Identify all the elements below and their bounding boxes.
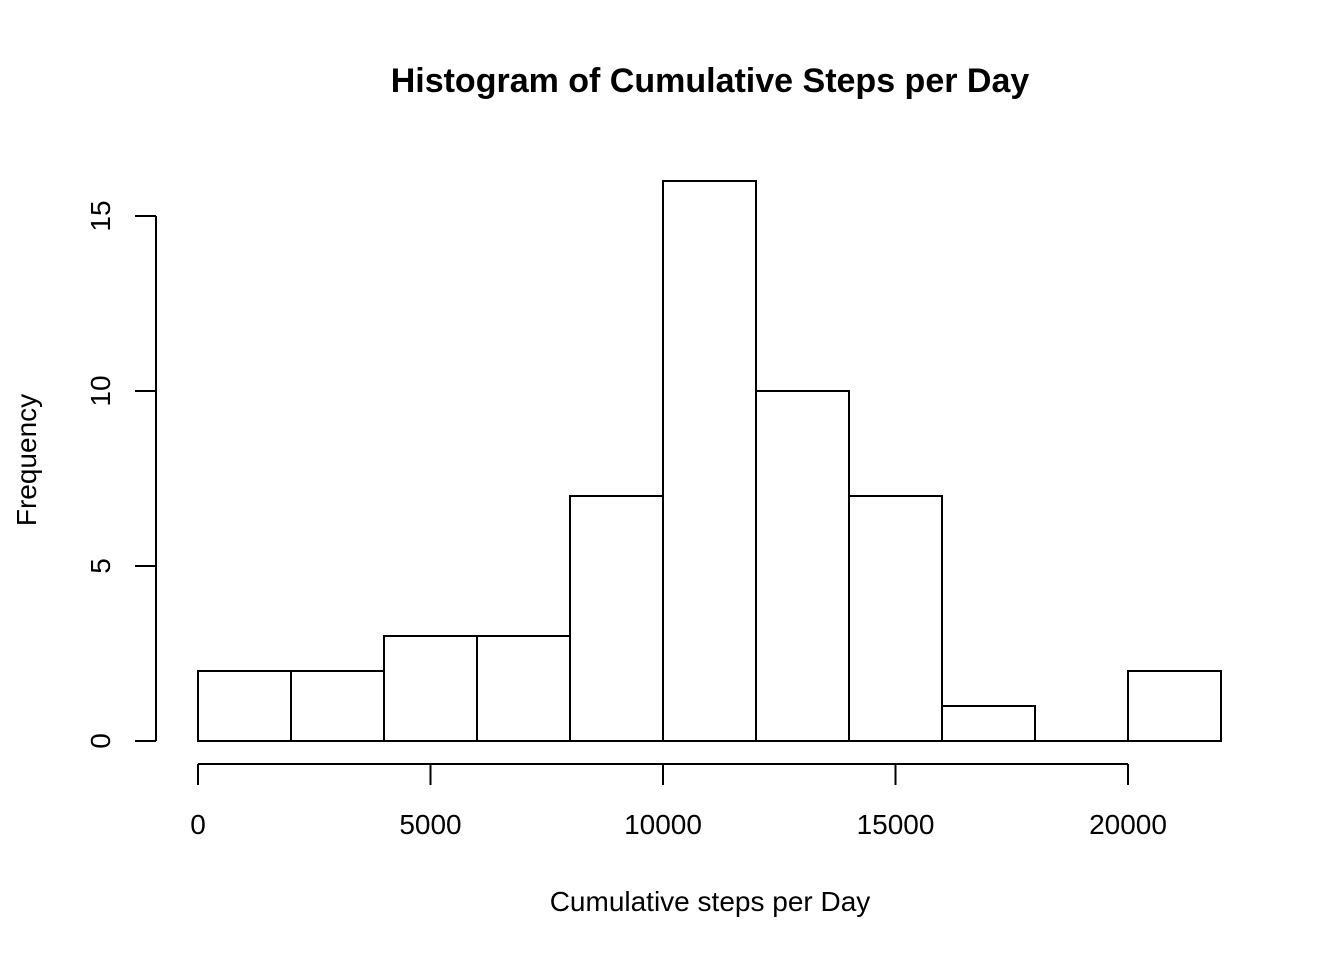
histogram-bar-1 [290, 670, 385, 742]
histogram-bar-3 [476, 635, 571, 742]
x-axis: 0 5000 10000 15000 20000 [190, 763, 1167, 840]
histogram-bar-0 [197, 670, 292, 742]
x-tick-label: 20000 [1089, 809, 1167, 840]
x-tick-label: 0 [190, 809, 206, 840]
x-tick-label: 15000 [857, 809, 935, 840]
histogram-bar-6 [755, 390, 850, 742]
y-tick-label: 0 [85, 733, 116, 749]
y-tick-label: 10 [85, 375, 116, 406]
histogram-bar-7 [848, 495, 943, 742]
histogram-bar-8 [941, 705, 1036, 742]
x-tick-label: 5000 [399, 809, 461, 840]
y-tick-label: 15 [85, 200, 116, 231]
y-tick-label: 5 [85, 558, 116, 574]
y-axis: 0 5 10 15 [85, 200, 157, 749]
bars-group [197, 180, 1222, 742]
histogram-bar-5 [662, 180, 757, 742]
x-axis-label: Cumulative steps per Day [550, 886, 871, 917]
x-tick-label: 10000 [624, 809, 702, 840]
y-axis-label: Frequency [11, 394, 42, 526]
histogram-bar-4 [569, 495, 664, 742]
chart-title: Histogram of Cumulative Steps per Day [391, 62, 1030, 100]
histogram-bar-10 [1127, 670, 1222, 742]
histogram-bar-2 [383, 635, 478, 742]
